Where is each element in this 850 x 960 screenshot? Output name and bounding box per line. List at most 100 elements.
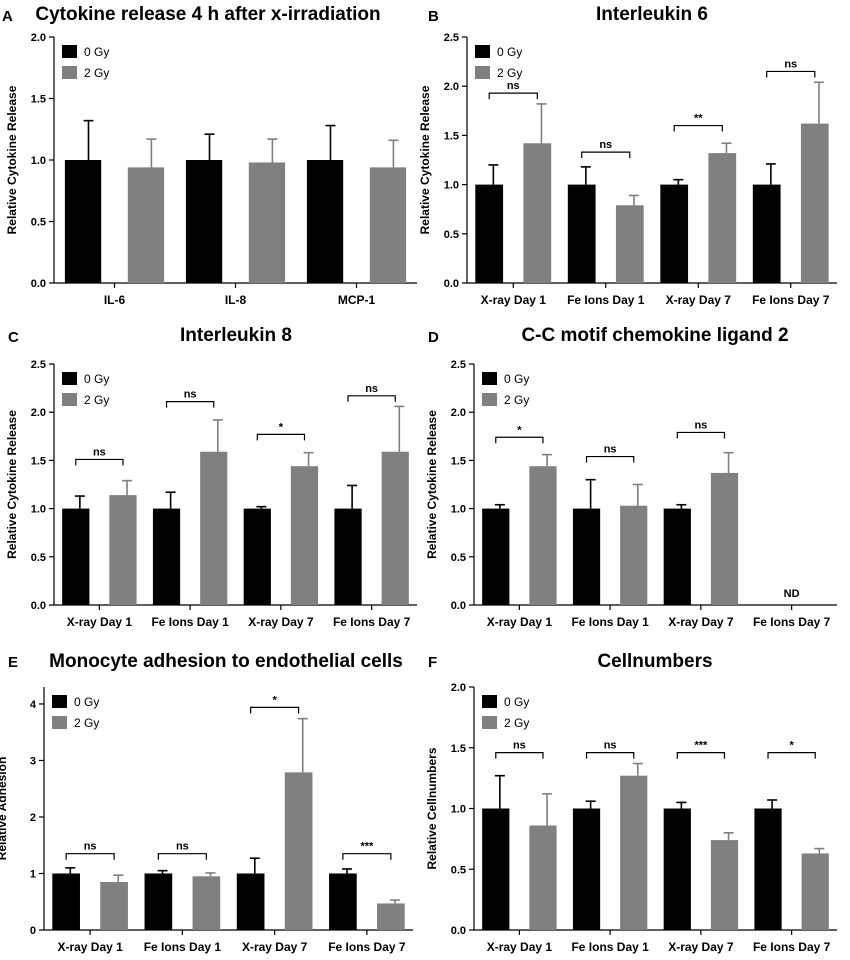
panel-letter: C (8, 329, 19, 346)
significance-bracket (676, 752, 726, 759)
x-tick-label: X-ray Day 1 (67, 615, 133, 629)
bar-2gy (248, 162, 286, 283)
significance-bracket (767, 752, 816, 759)
y-tick-label: 1.0 (451, 504, 466, 516)
legend-swatch (62, 45, 77, 58)
bar-0gy (236, 873, 265, 930)
significance-label: ns (507, 80, 520, 92)
chart-panel-c: Interleukin 8 0.0 0.5 1.0 1.5 2.0 2.5 Relative … (5, 325, 417, 629)
y-tick-label: 2.5 (31, 359, 46, 371)
y-tick-label: 0.5 (451, 552, 466, 564)
x-tick-label: Fe Ions Day 7 (752, 293, 830, 307)
panel-letter: A (2, 8, 13, 25)
significance-label: * (279, 421, 284, 433)
legend-swatch (52, 695, 67, 708)
significance-label: ns (784, 58, 797, 70)
x-tick-label: IL-8 (225, 293, 247, 307)
bar-2gy (290, 466, 319, 605)
bar-0gy (64, 160, 102, 283)
x-tick-label: X-ray Day 7 (242, 940, 308, 954)
significance-label: ns (513, 740, 526, 752)
y-tick-label: 1.0 (31, 155, 46, 167)
bar-0gy (567, 184, 596, 283)
x-tick-label: Fe Ions Day 1 (567, 293, 645, 307)
y-tick-label: 0.5 (451, 864, 466, 876)
legend-swatch (475, 45, 490, 58)
significance-bracket (75, 458, 124, 466)
legend-label: 0 Gy (497, 45, 522, 59)
significance-label: *** (694, 740, 708, 752)
significance-bracket (342, 853, 392, 860)
significance-bracket (250, 706, 300, 714)
y-axis-label: Relative Cytokine Release (5, 85, 19, 234)
chart-title: Interleukin 8 (180, 325, 292, 346)
legend-label: 2 Gy (74, 716, 99, 730)
significance-bracket (673, 124, 723, 132)
bar-0gy (152, 508, 181, 605)
x-tick-label: X-ray Day 1 (481, 293, 547, 307)
legend-swatch (52, 716, 67, 729)
y-axis-label: Relative Cytokine Release (418, 85, 432, 234)
y-tick-label: 2.0 (451, 682, 466, 694)
significance-label: *** (360, 841, 374, 853)
legend-swatch (482, 372, 497, 385)
x-tick-label: X-ray Day 7 (668, 615, 734, 629)
legend-swatch (482, 695, 497, 708)
legend-label: 2 Gy (504, 393, 529, 407)
panel-letter: E (8, 654, 18, 671)
bar-2gy (284, 772, 313, 930)
bar-0gy (482, 808, 510, 930)
y-tick-label: 4 (30, 699, 37, 711)
significance-bracket (581, 151, 631, 159)
significance-label: ns (176, 841, 189, 853)
x-tick-label: Fe Ions Day 1 (151, 615, 229, 629)
y-tick-label: 3 (30, 755, 36, 767)
bar-0gy (660, 184, 689, 283)
y-axis-label: Relative Cellnumbers (425, 747, 439, 869)
x-tick-label: Fe Ions Day 7 (753, 940, 831, 954)
y-tick-label: 1.0 (444, 180, 459, 192)
legend-swatch (482, 393, 497, 406)
bar-0gy (572, 808, 601, 930)
x-tick-label: Fe Ions Day 1 (571, 940, 649, 954)
legend-label: 0 Gy (504, 372, 529, 386)
y-tick-label: 2.0 (451, 407, 466, 419)
legend-swatch (475, 66, 490, 79)
significance-bracket (347, 395, 396, 402)
bar-2gy (369, 167, 407, 283)
legend-swatch (482, 716, 497, 729)
y-tick-label: 1.5 (451, 743, 466, 755)
x-tick-label: X-ray Day 1 (487, 615, 553, 629)
chart-panel-b: Interleukin 6 0.0 0.5 1.0 1.5 2.0 2.5 Relative … (418, 4, 837, 307)
bar-2gy (529, 466, 557, 605)
significance-bracket (65, 853, 115, 860)
x-tick-label: Fe Ions Day 7 (753, 615, 831, 629)
significance-label: ns (184, 389, 197, 401)
bar-2gy (109, 495, 137, 605)
x-tick-label: Fe Ions Day 7 (328, 940, 406, 954)
y-axis-label: Relative Adhesion (0, 757, 9, 861)
bar-2gy (615, 205, 644, 283)
x-tick-label: X-ray Day 7 (668, 940, 734, 954)
bar-0gy (52, 873, 80, 930)
y-tick-label: 0.5 (31, 217, 46, 229)
chart-title: Monocyte adhesion to endothelial cells (49, 651, 403, 672)
bar-0gy (243, 508, 271, 605)
y-tick-label: 1.5 (451, 455, 466, 467)
significance-label: * (789, 740, 794, 752)
significance-bracket (676, 431, 726, 439)
y-tick-label: 0.5 (444, 229, 459, 241)
significance-label: ns (604, 444, 617, 456)
y-tick-label: 1.5 (444, 130, 459, 142)
y-tick-label: 2.0 (444, 81, 459, 93)
x-tick-label: X-ray Day 1 (57, 940, 123, 954)
chart-title: C-C motif chemokine ligand 2 (521, 325, 788, 346)
bar-0gy (185, 160, 223, 283)
significance-bracket (495, 752, 544, 759)
bar-2gy (100, 881, 128, 930)
bar-2gy (529, 825, 557, 930)
bar-2gy (710, 472, 739, 605)
x-tick-label: IL-6 (104, 293, 126, 307)
chart-panel-d: C-C motif chemokine ligand 2 0.0 0.5 1.0 1.5… (425, 325, 837, 629)
